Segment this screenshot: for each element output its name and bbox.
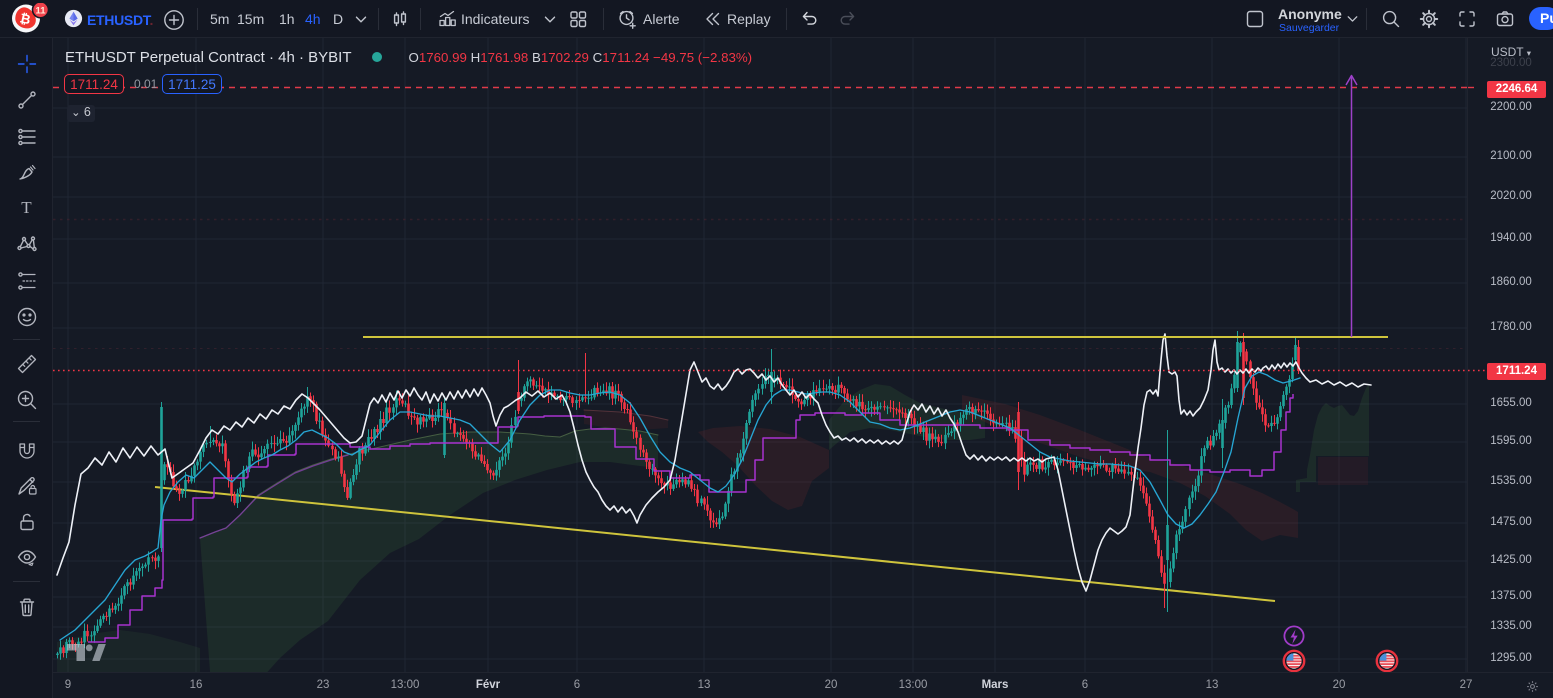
- svg-text:₿: ₿: [18, 10, 31, 27]
- svg-text:11: 11: [35, 5, 46, 16]
